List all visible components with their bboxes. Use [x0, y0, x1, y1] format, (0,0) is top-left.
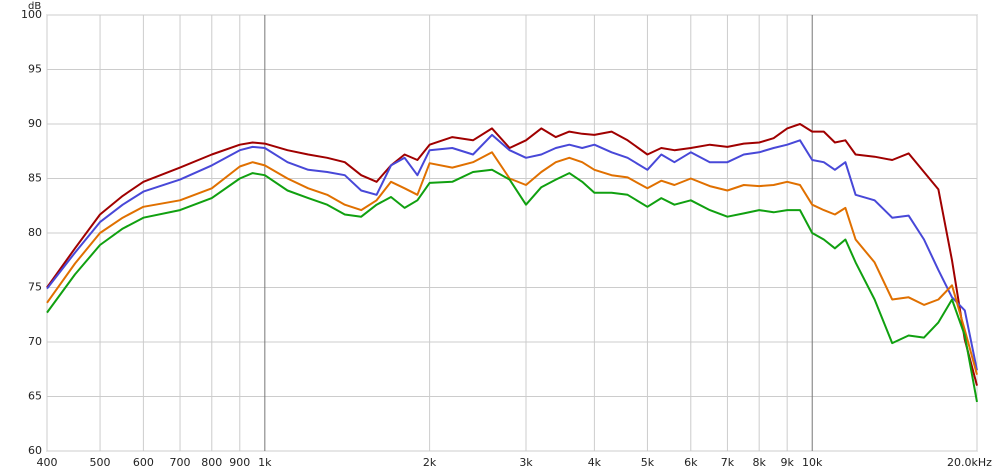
y-tick-label: 65	[28, 390, 42, 403]
x-tick-label: 6k	[684, 456, 698, 469]
x-tick-label: 9k	[780, 456, 794, 469]
x-tick-label: 2k	[423, 456, 437, 469]
x-tick-label: 600	[133, 456, 154, 469]
y-tick-label: 100	[21, 8, 42, 21]
y-tick-label: 85	[28, 172, 42, 185]
x-tick-label: 500	[90, 456, 111, 469]
series-line	[46, 133, 978, 371]
series-line	[46, 168, 978, 403]
x-tick-label: 900	[229, 456, 250, 469]
series-line	[46, 123, 978, 386]
x-tick-label: 7k	[721, 456, 735, 469]
y-tick-label: 60	[28, 444, 42, 457]
x-tick-label: 400	[37, 456, 58, 469]
x-tick-label: 5k	[641, 456, 655, 469]
x-tick-label: 3k	[519, 456, 533, 469]
series-line	[46, 151, 978, 375]
x-tick-label: 4k	[588, 456, 602, 469]
y-tick-label: 90	[28, 117, 42, 130]
y-tick-label: 75	[28, 281, 42, 294]
x-tick-label: 1k	[258, 456, 272, 469]
y-tick-label: 95	[28, 63, 42, 76]
x-tick-label: 8k	[752, 456, 766, 469]
y-tick-label: 70	[28, 335, 42, 348]
y-tick-label: 80	[28, 226, 42, 239]
x-tick-label: 10k	[802, 456, 823, 469]
x-tick-label: 800	[201, 456, 222, 469]
x-tick-label: 700	[170, 456, 191, 469]
y-axis-label: dB	[28, 1, 41, 12]
x-tick-label: 20.0kHz	[947, 456, 992, 469]
